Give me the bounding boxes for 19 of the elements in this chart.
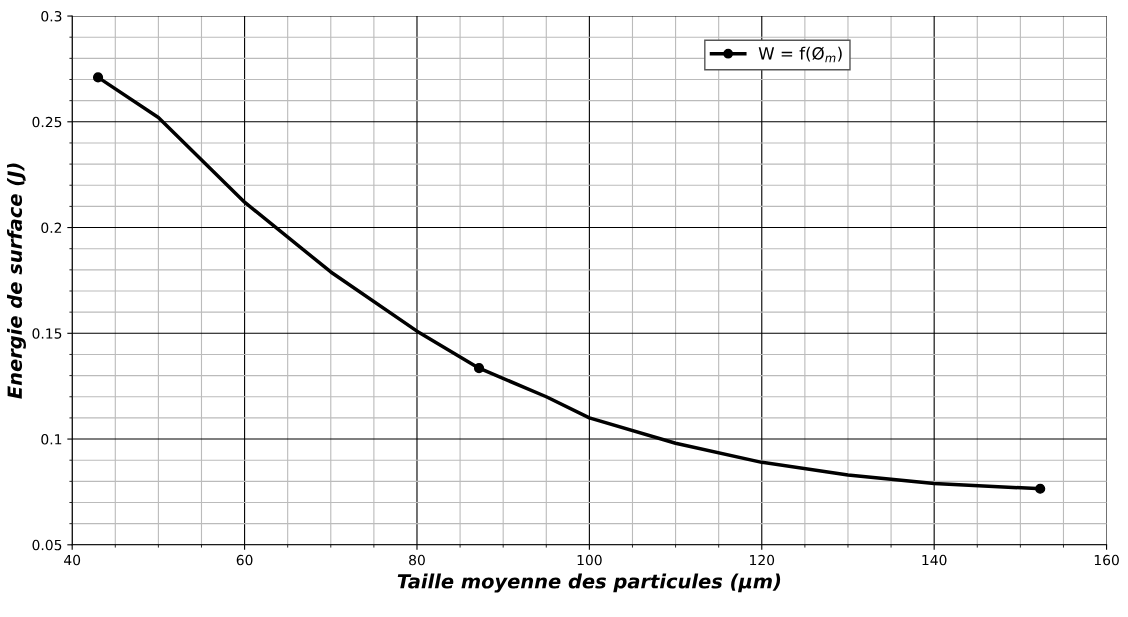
x-tick-label: 40 [64,554,81,566]
y-tick-label: 0.05 [32,539,62,551]
x-tick-label: 160 [1094,554,1119,566]
x-tick-label: 60 [236,554,253,566]
y-tick-label: 0.25 [32,116,62,128]
y-tick-label: 0.3 [41,11,62,22]
x-tick-label: 140 [922,554,947,566]
x-axis-title: Taille moyenne des particules (µm) [397,573,781,593]
y-tick-label: 0.1 [41,434,62,445]
point [1035,483,1046,494]
y-axis-title: Energie de surface (J) [7,163,26,399]
legend-label: W = f(Ø$_{m}$) [758,46,842,63]
y-tick-label: 0.15 [32,328,62,339]
y-tick-label: 0.2 [41,222,62,234]
point [473,363,485,374]
x-tick-label: 120 [750,554,775,566]
point [92,72,104,83]
x-tick-label: 100 [577,554,602,566]
x-tick-label: 80 [409,554,425,566]
